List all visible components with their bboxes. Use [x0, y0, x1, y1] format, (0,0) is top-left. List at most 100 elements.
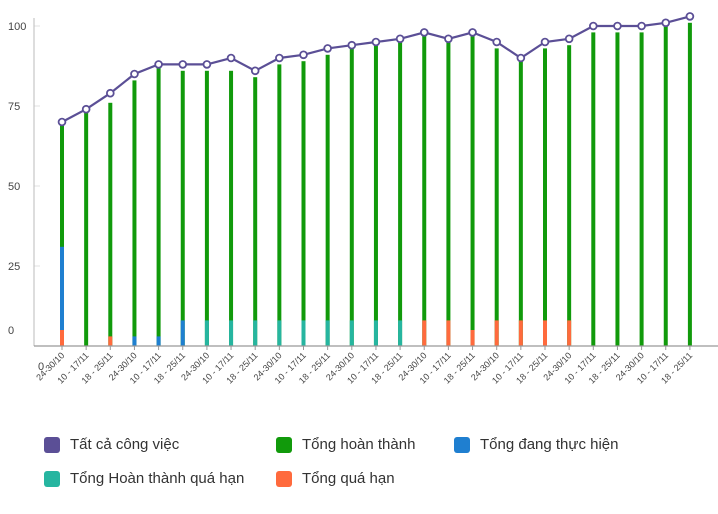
legend-swatch-completed: [276, 436, 292, 453]
all-tasks-point: [347, 40, 357, 50]
all-tasks-point: [564, 34, 574, 44]
bar-completed: [229, 70, 234, 347]
legend-item-all-tasks[interactable]: Tất cả công việc: [44, 436, 179, 453]
bar-completed: [108, 102, 113, 346]
bar-completed-overdue: [277, 320, 282, 346]
all-tasks-point: [468, 28, 477, 37]
bar-completed-overdue: [204, 320, 209, 346]
bar-completed: [156, 67, 161, 346]
bar-completed: [446, 42, 451, 346]
bar-overdue: [470, 330, 475, 346]
bar-completed: [470, 35, 475, 346]
all-tasks-point: [588, 21, 598, 31]
all-tasks-point: [202, 60, 212, 69]
legend-label-completed: Tổng hoàn thành: [302, 436, 416, 453]
all-tasks-point: [81, 104, 91, 114]
all-tasks-point: [178, 60, 188, 69]
bar-completed: [132, 80, 137, 347]
y-tick-label: 25: [8, 261, 20, 273]
y-tick-label: 0: [8, 325, 14, 337]
bar-overdue: [422, 320, 427, 346]
legend-label-all-tasks: Tất cả công việc: [70, 436, 180, 453]
bar-completed-overdue: [398, 320, 403, 346]
legend-label-in-progress: Tổng đang thực hiện: [480, 436, 619, 453]
all-tasks-point: [371, 37, 381, 47]
bar-completed: [349, 48, 354, 347]
grid-lines: [33, 18, 40, 346]
all-tasks-point: [130, 69, 139, 79]
bar-overdue: [543, 320, 547, 346]
bar-completed-overdue: [229, 320, 234, 346]
all-tasks-point: [275, 53, 284, 63]
all-tasks-point: [154, 60, 163, 69]
bar-completed-overdue: [325, 320, 330, 346]
bar-series: [60, 22, 692, 347]
bar-completed: [373, 45, 378, 346]
y-tick-label: 100: [8, 21, 26, 33]
legend-item-in-progress[interactable]: Tổng đang thực hiện: [454, 436, 618, 453]
bar-overdue: [518, 320, 523, 346]
legend-swatch-all-tasks: [44, 436, 60, 453]
bar-completed: [518, 61, 523, 346]
bar-completed: [60, 125, 64, 346]
all-tasks-point: [395, 34, 405, 44]
all-tasks-point: [492, 37, 502, 47]
all-tasks-point: [661, 18, 671, 28]
all-tasks-point: [444, 34, 453, 44]
bar-overdue: [60, 330, 64, 346]
all-tasks-point: [250, 66, 260, 76]
bar-completed: [204, 70, 209, 347]
all-tasks-point: [226, 53, 236, 63]
bar-completed: [301, 61, 306, 346]
bar-in-progress: [132, 336, 137, 346]
legend-swatch-overdue: [276, 470, 292, 487]
all-tasks-point: [540, 37, 550, 47]
all-tasks-point: [637, 21, 646, 31]
bar-completed: [180, 70, 185, 347]
legend-label-completed-overdue: Tổng Hoàn thành quá hạn: [70, 470, 245, 487]
legend-swatch-completed-overdue: [44, 470, 60, 487]
bar-completed: [325, 54, 330, 347]
bar-completed: [277, 64, 282, 347]
all-tasks-point: [613, 21, 622, 31]
bar-overdue: [494, 320, 499, 346]
all-tasks-point: [106, 88, 115, 98]
bar-completed: [543, 48, 547, 347]
y-tick-label: 50: [8, 181, 20, 193]
y-tick-label: 75: [8, 101, 20, 113]
bar-in-progress: [180, 320, 185, 346]
bar-completed: [253, 77, 258, 346]
bar-completed: [494, 48, 499, 347]
all-tasks-point: [323, 44, 332, 53]
legend-item-overdue[interactable]: Tổng quá hạn: [276, 470, 395, 487]
legend-item-completed[interactable]: Tổng hoàn thành: [276, 436, 415, 453]
bar-completed: [398, 42, 403, 346]
bar-overdue: [567, 320, 572, 346]
bar-completed: [422, 35, 427, 346]
bar-completed: [567, 45, 572, 346]
bar-in-progress: [156, 336, 161, 346]
bar-in-progress: [60, 246, 64, 346]
y-axis-tick-labels: 100 75 50 25 0: [8, 21, 26, 337]
x-origin-label: 0: [38, 361, 44, 373]
line-series: [57, 12, 695, 127]
bar-completed-overdue: [373, 320, 378, 346]
all-tasks-point: [516, 53, 526, 63]
bar-overdue: [108, 336, 113, 346]
bar-overdue: [446, 320, 451, 346]
all-tasks-point: [299, 50, 308, 60]
bar-completed: [663, 26, 668, 346]
legend-swatch-in-progress: [454, 436, 470, 453]
bar-completed: [615, 32, 620, 347]
legend-item-completed-overdue[interactable]: Tổng Hoàn thành quá hạn: [44, 470, 244, 487]
all-tasks-point: [419, 28, 429, 37]
bar-completed-overdue: [301, 320, 306, 346]
bar-completed-overdue: [349, 320, 354, 346]
bar-completed: [687, 22, 692, 347]
bar-completed: [639, 32, 644, 347]
all-tasks-point: [685, 12, 695, 21]
all-tasks-point: [57, 117, 67, 127]
bar-completed-overdue: [253, 320, 258, 346]
